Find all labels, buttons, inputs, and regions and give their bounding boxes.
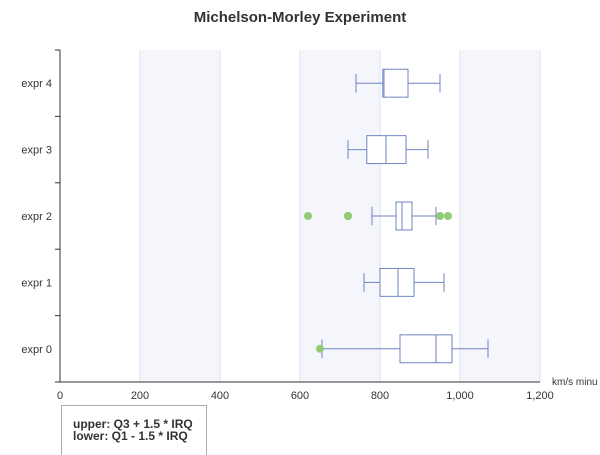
x-tick-label: 1,000 <box>446 390 474 402</box>
outlier-point <box>344 212 352 220</box>
band <box>300 50 380 382</box>
legend-note-box: upper: Q3 + 1.5 * IRQ lower: Q1 - 1.5 * … <box>61 405 207 455</box>
category-labels: expr 0 expr 1 expr 2 expr 3 expr 4 <box>21 78 52 356</box>
outlier-point <box>444 212 452 220</box>
outlier-point <box>304 212 312 220</box>
x-tick-label: 0 <box>57 390 63 402</box>
chart-title: Michelson-Morley Experiment <box>193 9 407 26</box>
outlier-point <box>316 344 324 353</box>
upper-note: upper: Q3 + 1.5 * IRQ <box>73 417 193 431</box>
category-label: expr 0 <box>21 344 52 356</box>
box-expr-3 <box>347 135 429 165</box>
x-tick-label: 600 <box>291 390 309 402</box>
band <box>140 50 220 382</box>
box-body <box>382 68 409 98</box>
background-bands <box>140 50 540 382</box>
boxes <box>321 68 489 364</box>
box-expr-1 <box>363 267 445 297</box>
category-label: expr 4 <box>21 78 52 90</box>
category-label: expr 1 <box>21 277 52 289</box>
x-tick-label: 400 <box>211 390 229 402</box>
box-expr-0 <box>321 334 489 364</box>
gridlines <box>139 50 541 382</box>
box-expr-2 <box>371 201 437 231</box>
outlier-point <box>436 212 444 220</box>
outliers <box>304 212 452 353</box>
category-label: expr 2 <box>21 211 52 223</box>
lower-note: lower: Q1 - 1.5 * IRQ <box>73 429 188 443</box>
x-tick-label: 200 <box>131 390 149 402</box>
box-body <box>399 334 453 364</box>
x-tick-label: 800 <box>371 390 389 402</box>
x-tick-labels: 0 200 400 600 800 1,000 1,200 <box>57 390 554 402</box>
category-label: expr 3 <box>21 145 52 157</box>
x-tick-label: 1,200 <box>526 390 554 402</box>
x-axis-label: km/s minu <box>552 377 598 388</box>
box-body <box>379 267 415 297</box>
box-body <box>395 201 413 231</box>
box-expr-4 <box>355 68 441 98</box>
band <box>460 50 540 382</box>
axes <box>55 49 540 383</box>
